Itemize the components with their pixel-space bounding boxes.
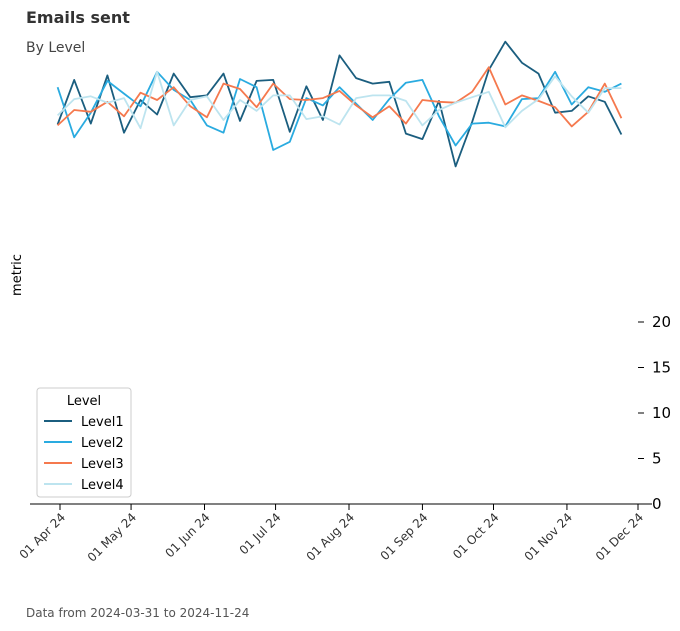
- y-tick-label: 15: [652, 359, 671, 377]
- legend-label-level1: Level1: [81, 415, 124, 430]
- y-ticks: 0 5 10 15 20: [638, 313, 671, 513]
- x-tick-label: 01 Jul 24: [237, 510, 284, 557]
- y-tick-label: 5: [652, 450, 662, 468]
- series-line-level3: [56, 66, 623, 128]
- legend-label-level2: Level2: [81, 436, 124, 451]
- legend-title: Level: [67, 394, 101, 409]
- chart-subtitle: By Level: [26, 40, 86, 56]
- legend-label-level4: Level4: [81, 478, 124, 493]
- x-ticks: 01 Apr 24 01 May 24 01 Jun 24 01 Jul 24 01 A…: [17, 504, 646, 565]
- series-layer: [56, 40, 623, 168]
- footer-note: Data from 2024-03-31 to 2024-11-24: [26, 606, 250, 620]
- x-tick-label: 01 Nov 24: [522, 510, 575, 563]
- y-axis-title: metric: [10, 254, 25, 296]
- series-line-level2: [56, 70, 622, 151]
- chart-title: Emails sent: [26, 8, 130, 27]
- series-line-level1: [56, 40, 623, 168]
- x-tick-label: 01 Jun 24: [162, 510, 212, 560]
- y-tick-label: 20: [652, 313, 671, 331]
- x-tick-label: 01 Apr 24: [17, 510, 69, 562]
- legend-box: [36, 387, 132, 498]
- x-tick-label: 01 Aug 24: [304, 510, 357, 563]
- y-tick-label: 10: [652, 404, 671, 422]
- series-line-level4: [56, 70, 622, 130]
- x-tick-label: 01 May 24: [85, 510, 139, 564]
- legend-label-level3: Level3: [81, 457, 124, 472]
- x-tick-label: 01 Oct 24: [450, 510, 502, 562]
- x-tick-label: 01 Dec 24: [593, 510, 646, 563]
- y-tick-label: 0: [652, 495, 662, 513]
- x-tick-label: 01 Sep 24: [378, 510, 431, 563]
- legend[interactable]: Level Level1 Level2 Level3 Level4: [36, 387, 132, 498]
- legend-items: Level1 Level2 Level3 Level4: [44, 415, 124, 493]
